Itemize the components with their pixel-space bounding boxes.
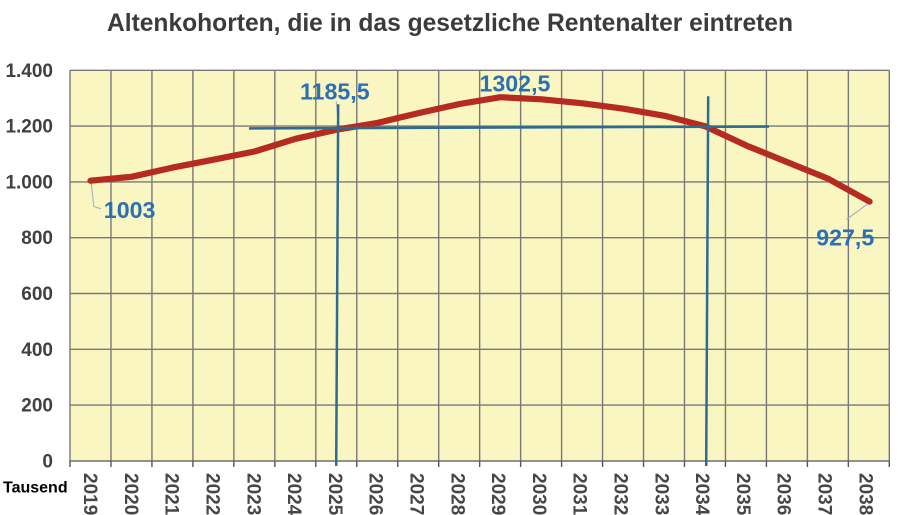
svg-text:800: 800 [21, 228, 53, 249]
svg-text:1302,5: 1302,5 [480, 71, 551, 97]
svg-text:927,5: 927,5 [816, 225, 874, 251]
svg-text:2026: 2026 [365, 473, 386, 515]
svg-text:1.400: 1.400 [5, 61, 53, 82]
svg-text:2029: 2029 [487, 473, 508, 515]
svg-text:2020: 2020 [120, 473, 141, 515]
svg-text:2021: 2021 [161, 473, 182, 515]
svg-text:2037: 2037 [814, 473, 835, 515]
svg-text:2035: 2035 [732, 473, 753, 515]
svg-text:0: 0 [42, 452, 53, 473]
svg-text:400: 400 [21, 340, 53, 361]
svg-text:2027: 2027 [406, 473, 427, 515]
svg-text:2028: 2028 [446, 473, 467, 515]
svg-text:2030: 2030 [528, 473, 549, 515]
svg-text:2024: 2024 [283, 473, 304, 515]
svg-text:600: 600 [21, 284, 53, 305]
svg-text:2038: 2038 [854, 473, 875, 515]
svg-text:2019: 2019 [79, 473, 100, 515]
svg-text:1.000: 1.000 [5, 172, 53, 193]
svg-text:1185,5: 1185,5 [300, 78, 370, 104]
svg-text:2033: 2033 [650, 473, 671, 515]
svg-text:2022: 2022 [202, 473, 223, 515]
svg-text:Altenkohorten, die in das gese: Altenkohorten, die in das gesetzliche Re… [107, 10, 793, 37]
svg-text:Tausend: Tausend [3, 480, 68, 497]
svg-text:2023: 2023 [242, 473, 263, 515]
svg-text:2025: 2025 [324, 473, 345, 515]
svg-text:2032: 2032 [610, 473, 631, 515]
svg-text:2031: 2031 [569, 473, 590, 515]
svg-text:2034: 2034 [691, 473, 712, 515]
svg-text:2036: 2036 [773, 473, 794, 515]
svg-text:1.200: 1.200 [5, 117, 53, 138]
svg-text:1003: 1003 [104, 197, 156, 223]
svg-text:200: 200 [21, 396, 53, 417]
